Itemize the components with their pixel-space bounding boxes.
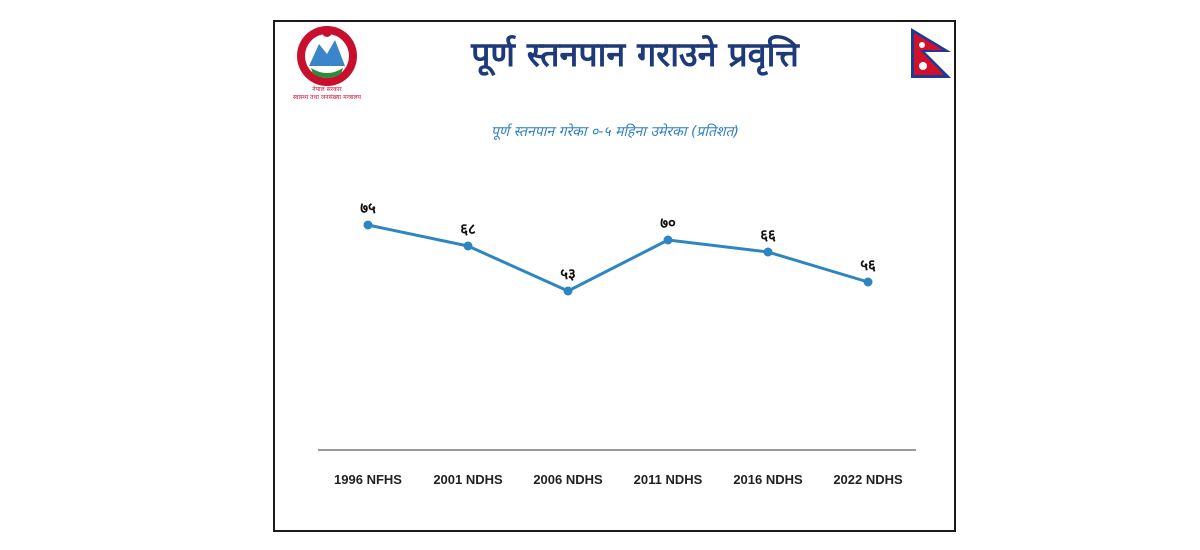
data-point bbox=[863, 277, 873, 287]
x-tick-label: 2011 NDHS bbox=[634, 472, 703, 487]
nepal-flag-icon bbox=[911, 28, 951, 78]
data-label: ५६ bbox=[860, 256, 876, 274]
data-point bbox=[663, 235, 673, 245]
x-tick-label: 2016 NDHS bbox=[733, 472, 803, 487]
x-tick-label: 2001 NDHS bbox=[433, 472, 503, 487]
data-point bbox=[563, 286, 573, 296]
data-point bbox=[463, 241, 473, 251]
page-title: पूर्ण स्तनपान गराउने प्रवृत्ति bbox=[471, 35, 799, 75]
emblem-caption-line: स्वास्थ्य तथा जनसंख्या मन्त्रालय bbox=[292, 94, 362, 101]
data-label: ७० bbox=[660, 214, 676, 232]
chart-subtitle: पूर्ण स्तनपान गरेका ०-५ महिना उमेरका (प्… bbox=[491, 124, 739, 140]
x-tick-label: 2006 NDHS bbox=[533, 472, 603, 487]
data-label: ६८ bbox=[460, 220, 476, 238]
emblem-caption-line: नेपाल सरकार bbox=[312, 86, 342, 93]
chart-panel: नेपाल सरकार स्वास्थ्य तथा जनसंख्या मन्त्… bbox=[273, 20, 956, 532]
nepal-emblem-icon bbox=[297, 26, 357, 86]
data-label: ५३ bbox=[560, 265, 576, 283]
data-point bbox=[363, 220, 373, 230]
data-label: ६६ bbox=[760, 226, 776, 244]
series-line bbox=[367, 223, 869, 293]
x-tick-label: 2022 NDHS bbox=[833, 472, 903, 487]
data-label: ७५ bbox=[360, 199, 376, 217]
data-point bbox=[763, 247, 773, 257]
emblem-caption: नेपाल सरकार स्वास्थ्य तथा जनसंख्या मन्त्… bbox=[277, 86, 377, 102]
x-tick-label: 1996 NFHS bbox=[334, 472, 402, 487]
